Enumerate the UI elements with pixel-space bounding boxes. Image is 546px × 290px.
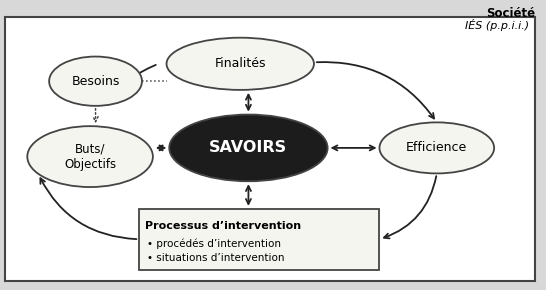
Text: Société: Société [486, 7, 535, 20]
Ellipse shape [49, 57, 142, 106]
Text: Processus d’intervention: Processus d’intervention [145, 221, 301, 231]
Ellipse shape [379, 122, 494, 173]
FancyBboxPatch shape [5, 17, 535, 281]
Text: • situations d’intervention: • situations d’intervention [147, 253, 285, 263]
Ellipse shape [169, 115, 328, 181]
Ellipse shape [167, 38, 314, 90]
Text: IÉS (p.p.i.i.): IÉS (p.p.i.i.) [466, 19, 530, 31]
FancyBboxPatch shape [139, 209, 379, 270]
Text: SAVOIRS: SAVOIRS [209, 140, 288, 155]
Text: Besoins: Besoins [72, 75, 120, 88]
Text: Finalités: Finalités [215, 57, 266, 70]
Ellipse shape [27, 126, 153, 187]
Text: Buts/
Objectifs: Buts/ Objectifs [64, 143, 116, 171]
Text: Efficience: Efficience [406, 142, 467, 154]
Text: • procédés d’intervention: • procédés d’intervention [147, 238, 281, 249]
